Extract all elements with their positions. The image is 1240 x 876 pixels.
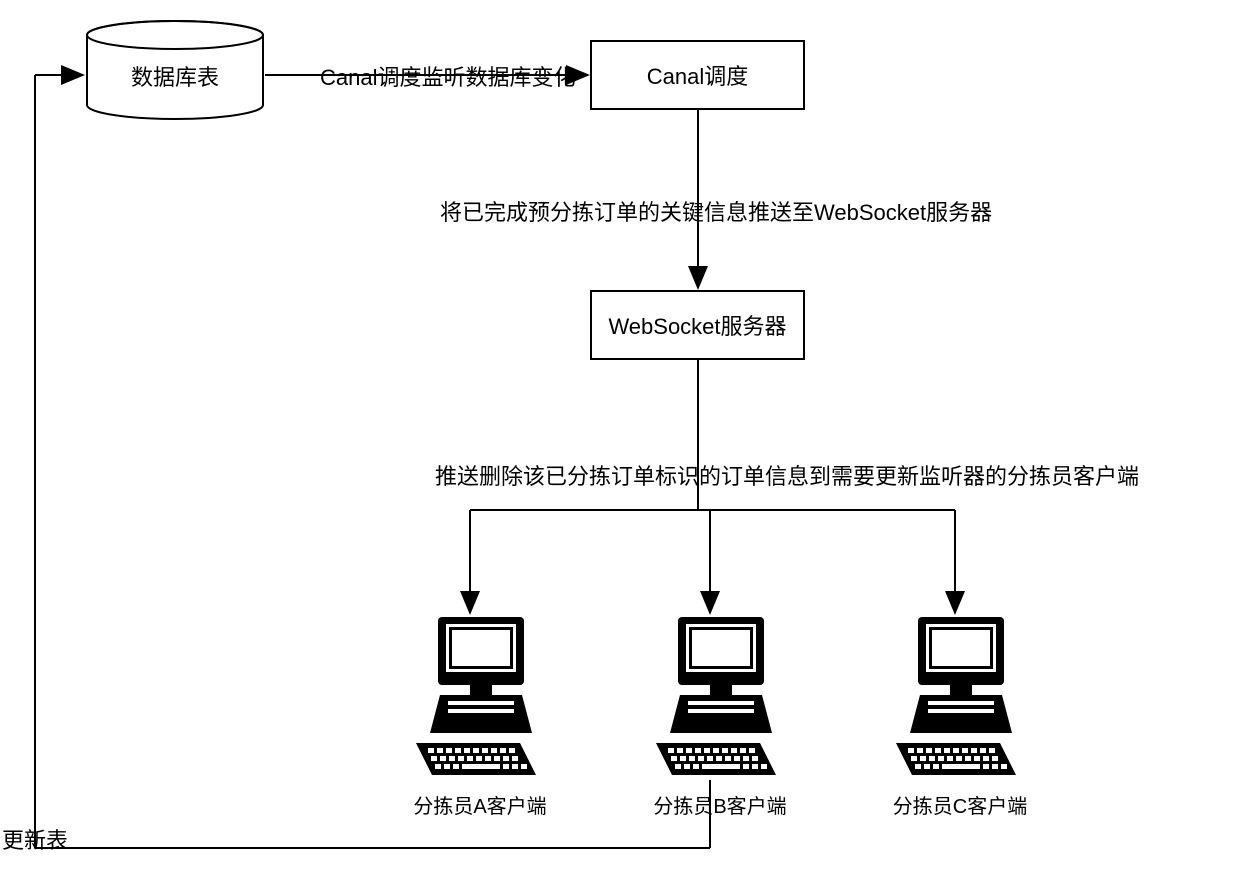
clientA-node (410, 615, 540, 785)
clientB-label: 分拣员B客户端 (650, 790, 790, 819)
clientC-label: 分拣员C客户端 (890, 790, 1030, 819)
database-node: 数据库表 (85, 20, 265, 120)
edge-label-canal-ws: 将已完成预分拣订单的关键信息推送至WebSocket服务器 (440, 195, 992, 227)
clientC-node (890, 615, 1020, 785)
edge-label-feedback: 更新表 (2, 823, 68, 855)
clientB-node (650, 615, 780, 785)
websocket-node: WebSocket服务器 (590, 290, 805, 360)
computer-icon (890, 615, 1020, 780)
clientA-label: 分拣员A客户端 (410, 790, 550, 819)
edge-label-db-canal: Canal调度监听数据库变化 (320, 60, 575, 92)
edge-label-ws-clients: 推送删除该已分拣订单标识的订单信息到需要更新监听器的分拣员客户端 (435, 459, 1139, 491)
canal-label: Canal调度 (647, 59, 748, 91)
computer-icon (410, 615, 540, 780)
database-label: 数据库表 (85, 60, 265, 92)
canal-node: Canal调度 (590, 40, 805, 110)
websocket-label: WebSocket服务器 (608, 309, 786, 341)
diagram-connectors (0, 0, 1240, 876)
computer-icon (650, 615, 780, 780)
